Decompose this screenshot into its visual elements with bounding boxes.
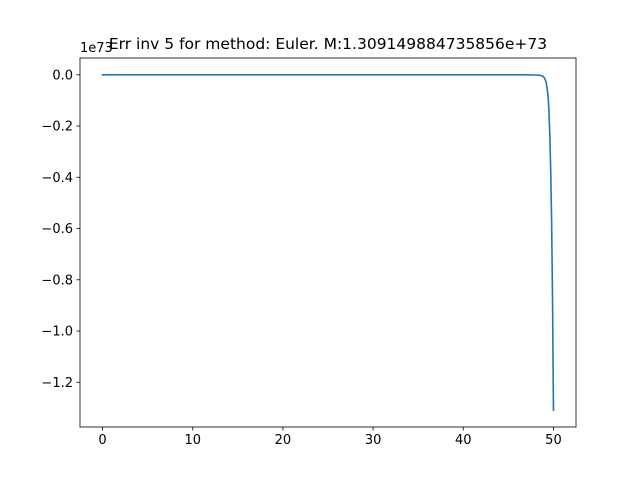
x-tick-label: 40: [455, 433, 472, 448]
x-tick-label: 30: [365, 433, 382, 448]
x-tick-label: 20: [275, 433, 292, 448]
y-axis-offset-label: 1e73: [80, 41, 113, 56]
y-tick-label: −0.2: [41, 120, 73, 135]
y-tick-label: 0.0: [52, 68, 73, 83]
y-tick-label: −0.6: [41, 222, 73, 237]
plot-area: 0 10 20 30 40 50 0.0 −0.2 −0.4 −0.6 −0.8 −1.0 −1.2: [41, 57, 577, 448]
x-tick-label: 10: [184, 433, 201, 448]
x-tick-label: 0: [98, 433, 106, 448]
axes-frame: [79, 57, 577, 428]
x-tick-label: 50: [545, 433, 562, 448]
chart-title: Err inv 5 for method: Euler. M:1.3091498…: [109, 35, 547, 53]
y-tick-label: −1.2: [41, 376, 73, 391]
y-tick-label: −0.4: [41, 171, 73, 186]
y-tick-label: −0.8: [41, 273, 73, 288]
y-tick-label: −1.0: [41, 325, 73, 340]
series-line: [101, 73, 555, 412]
